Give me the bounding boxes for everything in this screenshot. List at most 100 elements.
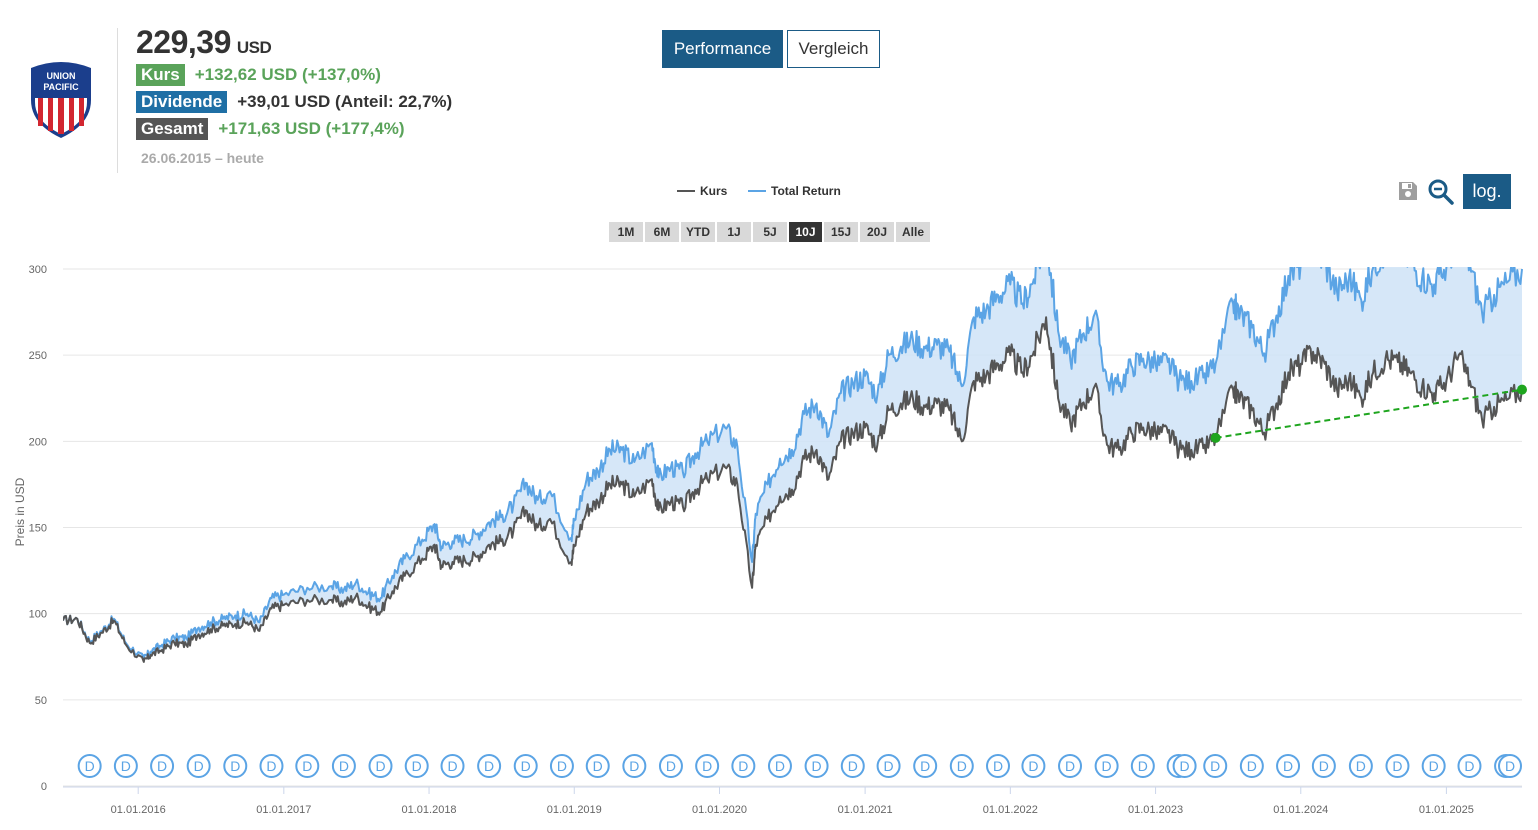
- period-label: 26.06.2015 – heute: [141, 150, 264, 166]
- dividend-marker[interactable]: D: [1094, 754, 1119, 778]
- dividend-marker[interactable]: D: [477, 754, 502, 778]
- svg-text:D: D: [1102, 758, 1112, 774]
- dividend-marker[interactable]: D: [913, 754, 938, 778]
- legend-kurs-label: Kurs: [700, 184, 728, 198]
- dividend-marker[interactable]: D: [295, 754, 320, 778]
- dividend-marker[interactable]: D: [1239, 754, 1264, 778]
- kurs-value: +132,62 USD (+137,0%): [194, 65, 381, 84]
- range-button-5j[interactable]: 5J: [753, 222, 787, 242]
- dividend-marker[interactable]: D: [331, 754, 356, 778]
- dividend-marker[interactable]: D: [368, 754, 393, 778]
- performance-tab[interactable]: Performance: [662, 30, 783, 68]
- dividende-value: +39,01 USD (Anteil: 22,7%): [237, 92, 453, 111]
- svg-text:D: D: [1028, 758, 1038, 774]
- range-button-15j[interactable]: 15J: [824, 222, 858, 242]
- dividende-row: Dividende +39,01 USD (Anteil: 22,7%): [136, 91, 452, 113]
- svg-text:D: D: [521, 758, 531, 774]
- svg-text:D: D: [339, 758, 349, 774]
- y-tick-label: 100: [29, 609, 47, 621]
- svg-text:D: D: [1501, 758, 1511, 774]
- dividend-marker[interactable]: D: [223, 754, 248, 778]
- dividend-marker[interactable]: D: [804, 754, 829, 778]
- range-button-1m[interactable]: 1M: [609, 222, 643, 242]
- x-tick-label: 01.01.2024: [1273, 804, 1328, 816]
- range-button-6m[interactable]: 6M: [645, 222, 679, 242]
- x-tick-label: 01.01.2020: [692, 804, 747, 816]
- dividend-marker[interactable]: D: [77, 754, 102, 778]
- dividend-marker[interactable]: D: [1276, 754, 1301, 778]
- dividend-marker[interactable]: D: [1021, 754, 1046, 778]
- range-button-20j[interactable]: 20J: [860, 222, 894, 242]
- dividend-marker[interactable]: D: [549, 754, 574, 778]
- dividend-marker[interactable]: D: [622, 754, 647, 778]
- dividend-marker[interactable]: D: [186, 754, 211, 778]
- svg-text:D: D: [447, 758, 457, 774]
- dividend-marker[interactable]: D: [1311, 754, 1336, 778]
- dividend-marker[interactable]: D: [731, 754, 756, 778]
- svg-text:D: D: [375, 758, 385, 774]
- range-button-10j[interactable]: 10J: [789, 222, 822, 242]
- trend-line[interactable]: [1215, 388, 1523, 439]
- dividend-marker[interactable]: D: [1457, 754, 1482, 778]
- dividend-marker[interactable]: D: [513, 754, 538, 778]
- x-tick-label: 01.01.2023: [1128, 804, 1183, 816]
- dividend-marker[interactable]: D: [840, 754, 865, 778]
- y-axis-label: Preis in USD: [13, 477, 27, 547]
- vergleich-tab[interactable]: Vergleich: [787, 30, 880, 68]
- y-tick-label: 150: [29, 523, 47, 535]
- x-tick-label: 01.01.2025: [1419, 804, 1474, 816]
- svg-text:D: D: [194, 758, 204, 774]
- dividend-marker[interactable]: D: [150, 754, 175, 778]
- trend-point-end[interactable]: [1517, 384, 1527, 395]
- legend-total-return[interactable]: Total Return: [748, 184, 841, 198]
- dividend-marker[interactable]: D: [1130, 754, 1155, 778]
- zoom-out-icon[interactable]: [1427, 178, 1455, 206]
- x-tick-label: 01.01.2018: [402, 804, 457, 816]
- dividend-marker[interactable]: D: [440, 754, 465, 778]
- x-tick-label: 01.01.2016: [111, 804, 166, 816]
- range-button-alle[interactable]: Alle: [896, 222, 930, 242]
- svg-text:PACIFIC: PACIFIC: [43, 82, 79, 92]
- svg-text:D: D: [1065, 758, 1075, 774]
- dividend-marker[interactable]: D: [695, 754, 720, 778]
- svg-text:D: D: [593, 758, 603, 774]
- dividend-gap-area: [63, 267, 1522, 662]
- save-icon[interactable]: [1396, 179, 1420, 203]
- dividend-marker[interactable]: D: [1421, 754, 1446, 778]
- dividend-marker[interactable]: D: [876, 754, 901, 778]
- dividend-marker[interactable]: D: [1348, 754, 1373, 778]
- range-button-ytd[interactable]: YTD: [681, 222, 715, 242]
- dividend-marker[interactable]: D: [1203, 754, 1228, 778]
- dividend-marker[interactable]: D: [113, 754, 138, 778]
- range-button-1j[interactable]: 1J: [717, 222, 751, 242]
- dividend-marker[interactable]: D: [1385, 754, 1410, 778]
- svg-text:D: D: [121, 758, 131, 774]
- svg-text:UNION: UNION: [47, 71, 76, 81]
- price-currency: USD: [236, 38, 272, 57]
- dividend-marker[interactable]: D: [585, 754, 610, 778]
- dividend-marker[interactable]: D: [1166, 754, 1191, 778]
- dividend-marker[interactable]: D: [259, 754, 284, 778]
- dividend-marker[interactable]: D: [986, 754, 1011, 778]
- legend-kurs-swatch: [677, 190, 695, 192]
- dividend-marker[interactable]: D: [1172, 754, 1197, 778]
- dividend-marker[interactable]: D: [767, 754, 792, 778]
- svg-text:D: D: [1356, 758, 1366, 774]
- dividend-marker[interactable]: D: [658, 754, 683, 778]
- svg-text:D: D: [1180, 758, 1190, 774]
- dividend-marker[interactable]: D: [1494, 754, 1519, 778]
- svg-text:D: D: [775, 758, 785, 774]
- dividend-marker[interactable]: D: [404, 754, 429, 778]
- trend-point-start[interactable]: [1210, 432, 1221, 443]
- svg-text:D: D: [266, 758, 276, 774]
- kurs-tag: Kurs: [136, 64, 185, 86]
- svg-text:D: D: [812, 758, 822, 774]
- dividend-marker[interactable]: D: [1498, 754, 1522, 778]
- y-tick-label: 200: [29, 436, 47, 448]
- log-scale-button[interactable]: log.: [1463, 174, 1511, 209]
- svg-text:D: D: [702, 758, 712, 774]
- dividend-marker[interactable]: D: [949, 754, 974, 778]
- legend-kurs[interactable]: Kurs: [677, 184, 727, 198]
- dividend-marker[interactable]: D: [1058, 754, 1083, 778]
- svg-text:D: D: [1247, 758, 1257, 774]
